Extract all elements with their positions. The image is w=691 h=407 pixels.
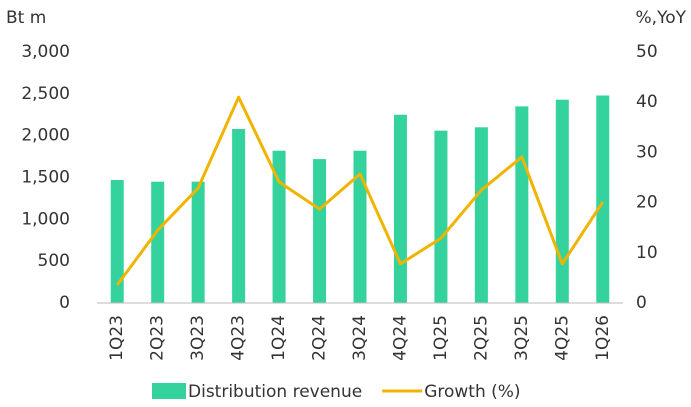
x-tick-label: 1Q26 — [593, 315, 613, 361]
y2-tick-label: 0 — [636, 293, 647, 313]
y2-axis-label: %,YoY — [636, 8, 687, 28]
x-tick-label: 2Q24 — [310, 315, 330, 361]
x-tick-label: 3Q23 — [188, 315, 208, 361]
y2-tick-label: 10 — [636, 243, 658, 263]
bar — [353, 150, 367, 303]
bar — [272, 150, 286, 303]
bar — [596, 95, 610, 303]
y-tick-label: 0 — [59, 293, 70, 313]
y-axis-label: Bt m — [6, 8, 46, 28]
bar — [110, 180, 124, 303]
bar — [313, 159, 327, 303]
bar — [232, 128, 246, 303]
y-tick-label: 500 — [38, 251, 70, 271]
x-tick-label: 4Q23 — [229, 315, 249, 361]
x-tick-label: 4Q25 — [552, 315, 572, 361]
x-tick-label: 1Q23 — [107, 315, 127, 361]
y2-tick-label: 50 — [636, 42, 658, 62]
bar — [393, 114, 407, 303]
y-tick-label: 1,500 — [21, 168, 70, 188]
y2-tick-label: 40 — [636, 92, 658, 112]
bar — [555, 99, 569, 303]
y-tick-label: 3,000 — [21, 42, 70, 62]
x-tick-label: 3Q24 — [350, 315, 370, 361]
bar — [151, 181, 165, 303]
x-tick-label: 2Q25 — [471, 315, 491, 361]
x-tick-label: 4Q24 — [390, 315, 410, 361]
x-tick-label: 1Q24 — [269, 315, 289, 361]
bar — [191, 181, 205, 303]
y-tick-label: 1,000 — [21, 209, 70, 229]
line — [116, 95, 605, 286]
x-tick-label: 1Q25 — [431, 315, 451, 361]
y2-tick-label: 20 — [636, 193, 658, 213]
y2-tick-label: 30 — [636, 142, 658, 162]
y-tick-label: 2,500 — [21, 84, 70, 104]
bar — [434, 130, 448, 303]
y-tick-label: 2,000 — [21, 126, 70, 146]
legend-label: Distribution revenue — [188, 382, 362, 402]
legend-swatch — [152, 383, 186, 399]
bar — [515, 106, 529, 303]
legend-label: Growth (%) — [424, 382, 520, 402]
x-tick-label: 2Q23 — [148, 315, 168, 361]
x-tick-label: 3Q25 — [512, 315, 532, 361]
bar — [474, 127, 488, 303]
